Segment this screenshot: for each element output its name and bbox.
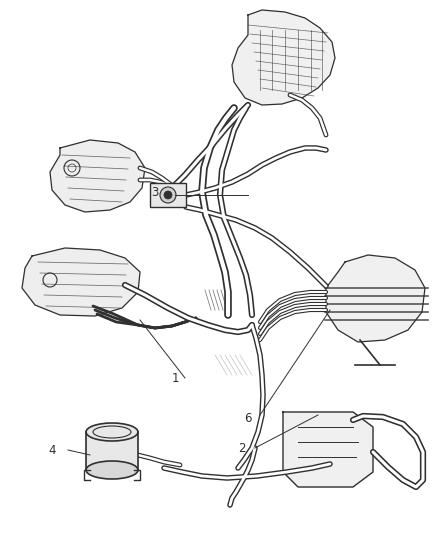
Text: 4: 4	[48, 443, 56, 456]
Circle shape	[164, 191, 172, 199]
Polygon shape	[232, 10, 335, 105]
Polygon shape	[150, 183, 186, 207]
Ellipse shape	[86, 423, 138, 441]
Polygon shape	[50, 140, 145, 212]
Text: 3: 3	[151, 187, 159, 199]
Circle shape	[160, 187, 176, 203]
Bar	[86, 432, 138, 470]
Text: 2: 2	[238, 441, 246, 455]
Ellipse shape	[86, 461, 138, 479]
Text: 1: 1	[171, 372, 179, 384]
Polygon shape	[22, 248, 140, 316]
Text: 6: 6	[244, 411, 252, 424]
Polygon shape	[283, 412, 373, 487]
Polygon shape	[326, 255, 425, 342]
